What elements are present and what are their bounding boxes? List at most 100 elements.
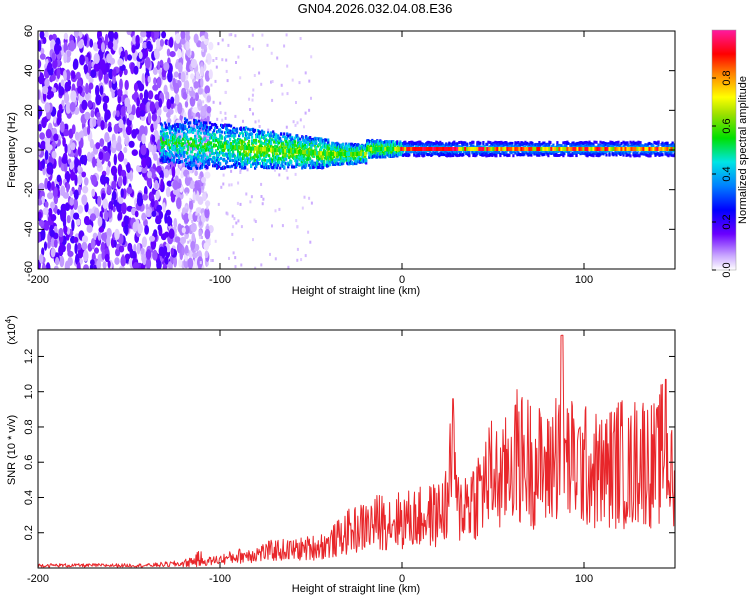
noise-cell: [310, 55, 313, 59]
noise-cell: [303, 125, 305, 129]
noise-cell: [204, 49, 207, 53]
signal-cell: [188, 142, 191, 146]
noise-cell: [95, 85, 100, 97]
noise-cell: [81, 241, 88, 251]
signal-cell: [317, 155, 320, 159]
noise-cell: [104, 132, 110, 143]
signal-cell: [538, 141, 541, 144]
signal-cell: [322, 155, 325, 159]
noise-cell: [120, 169, 127, 177]
signal-cell: [470, 143, 473, 147]
signal-cell: [168, 140, 172, 144]
noise-cell: [69, 40, 75, 52]
signal-cell: [159, 132, 163, 136]
noise-cell: [63, 32, 69, 40]
signal-cell: [222, 126, 225, 129]
signal-cell: [273, 132, 276, 136]
signal-cell: [486, 142, 489, 146]
signal-cell: [238, 134, 241, 138]
noise-cell: [188, 212, 192, 221]
signal-cell: [355, 159, 358, 163]
signal-cell: [195, 153, 198, 157]
noise-cell: [71, 124, 76, 135]
noise-cell: [64, 260, 70, 269]
noise-cell: [84, 111, 91, 121]
signal-cell: [184, 139, 187, 143]
signal-cell: [278, 141, 281, 145]
signal-cell: [259, 137, 262, 141]
noise-cell: [131, 104, 136, 116]
signal-cell: [504, 143, 507, 147]
noise-cell: [111, 90, 115, 99]
signal-cell: [197, 131, 200, 135]
signal-cell: [215, 149, 218, 153]
signal-cell: [286, 136, 289, 140]
noise-cell: [296, 225, 299, 229]
signal-cell: [176, 144, 179, 148]
signal-cell: [294, 143, 297, 147]
noise-cell: [56, 174, 62, 183]
noise-cell: [193, 95, 196, 99]
signal-cell: [179, 126, 182, 130]
signal-cell: [263, 163, 266, 167]
signal-cell: [293, 145, 296, 149]
noise-cell: [83, 264, 89, 269]
noise-cell: [113, 153, 118, 166]
signal-cell: [472, 140, 475, 144]
signal-cell: [552, 143, 555, 147]
noise-cell: [48, 207, 53, 217]
noise-cell: [195, 212, 198, 216]
noise-cell: [90, 109, 95, 118]
noise-cell: [280, 83, 283, 87]
signal-cell: [233, 128, 236, 132]
noise-cell: [164, 212, 168, 224]
signal-cell: [226, 123, 229, 127]
signal-cell: [515, 141, 518, 145]
signal-cell: [262, 150, 265, 154]
noise-cell: [77, 85, 83, 94]
signal-cell: [430, 143, 433, 147]
signal-cell: [342, 143, 345, 146]
signal-cell: [244, 142, 247, 146]
noise-cell: [87, 125, 91, 135]
noise-cell: [120, 255, 126, 267]
signal-cell: [162, 143, 166, 147]
signal-cell: [440, 149, 443, 153]
signal-cell: [218, 138, 221, 142]
noise-cell: [201, 189, 204, 193]
signal-cell: [296, 163, 299, 166]
signal-cell: [436, 141, 439, 145]
noise-cell: [96, 259, 102, 269]
noise-cell: [133, 65, 139, 75]
noise-cell: [180, 71, 186, 83]
noise-cell: [202, 48, 204, 52]
noise-cell: [248, 97, 251, 101]
signal-cell: [245, 150, 248, 154]
signal-cell: [270, 162, 273, 166]
figure-title: GN04.2026.032.04.08.E36: [297, 1, 453, 16]
signal-cell: [203, 126, 206, 130]
signal-cell: [286, 132, 289, 136]
noise-cell: [214, 239, 217, 243]
noise-cell: [149, 101, 156, 112]
signal-cell: [199, 166, 202, 170]
noise-cell: [278, 207, 281, 211]
noise-cell: [183, 213, 190, 224]
noise-cell: [164, 256, 169, 265]
noise-cell: [113, 68, 117, 77]
signal-cell: [246, 132, 249, 136]
signal-cell: [550, 152, 553, 155]
noise-cell: [239, 202, 242, 206]
noise-cell: [85, 82, 89, 95]
signal-cell: [309, 166, 312, 170]
signal-cell: [206, 160, 209, 164]
noise-cell: [107, 125, 113, 133]
signal-cell: [193, 163, 196, 167]
noise-cell: [225, 58, 228, 62]
signal-cell: [276, 145, 279, 149]
signal-cell: [339, 162, 342, 166]
noise-cell: [310, 96, 312, 100]
noise-cell: [116, 201, 123, 213]
noise-cell: [252, 238, 254, 242]
signal-cell: [183, 135, 186, 139]
